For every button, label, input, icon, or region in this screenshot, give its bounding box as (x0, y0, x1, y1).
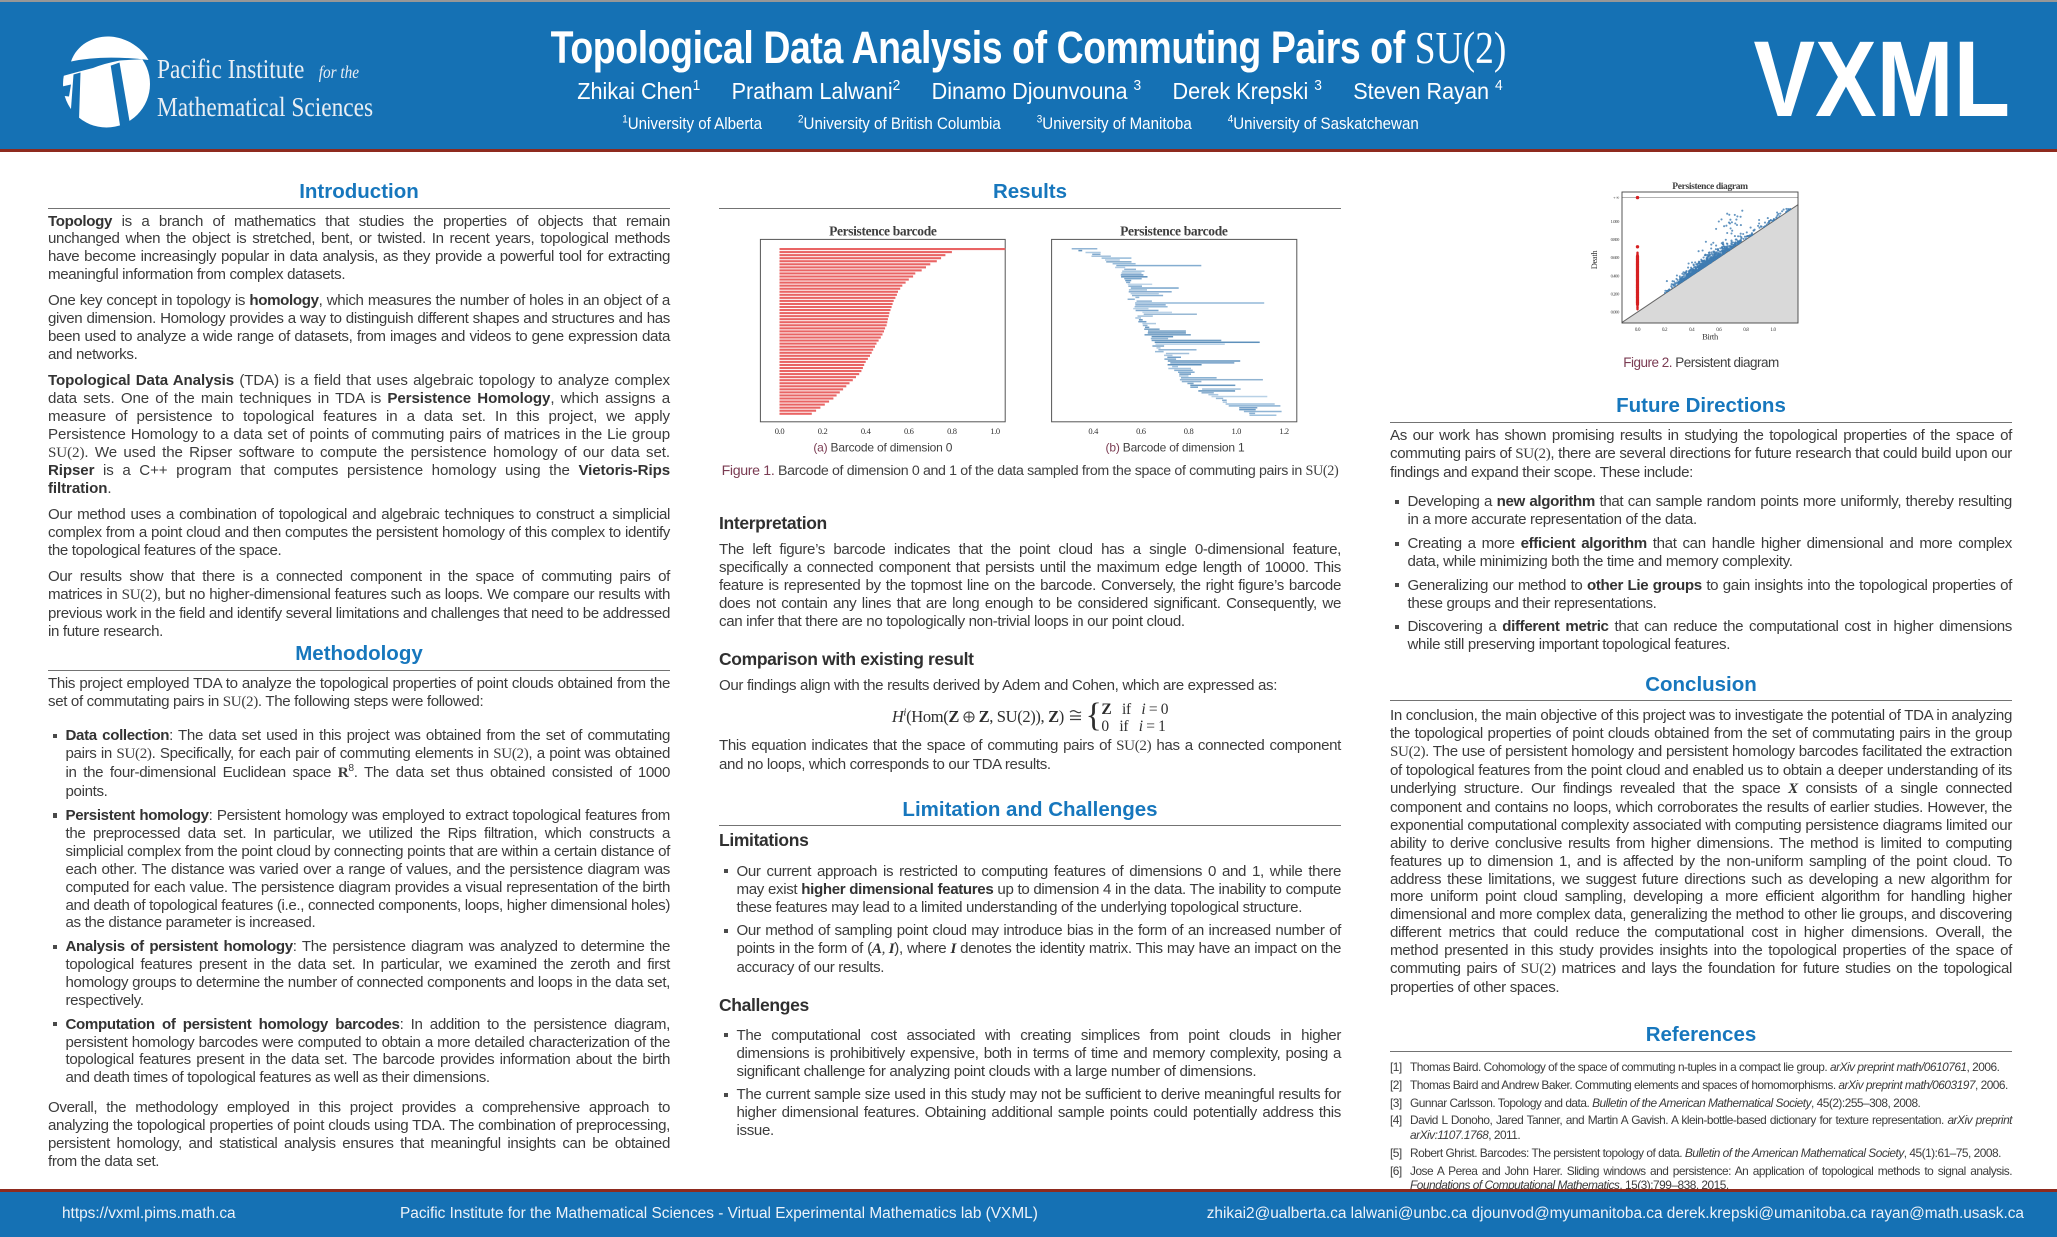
svg-text:0.0: 0.0 (1635, 328, 1641, 333)
svg-text:0.4: 0.4 (1088, 426, 1099, 436)
svg-text:0.0: 0.0 (775, 426, 785, 436)
svg-text:0.8: 0.8 (1743, 328, 1749, 333)
svg-text:0.4: 0.4 (1689, 328, 1695, 333)
svg-text:0.6: 0.6 (1136, 426, 1146, 436)
svg-text:1.000: 1.000 (1611, 219, 1620, 224)
svg-text:(a) Barcode of dimension 0: (a) Barcode of dimension 0 (813, 440, 952, 454)
svg-text:0.8: 0.8 (947, 426, 957, 436)
svg-text:Birth: Birth (1702, 332, 1719, 342)
svg-text:Persistence diagram: Persistence diagram (1672, 182, 1748, 192)
svg-text:Persistence barcode: Persistence barcode (1120, 223, 1228, 238)
svg-text:0.800: 0.800 (1611, 237, 1620, 242)
svg-text:Death: Death (1589, 250, 1599, 270)
svg-text:0.000: 0.000 (1611, 310, 1620, 315)
svg-text:0.400: 0.400 (1611, 273, 1620, 278)
svg-text:0.2: 0.2 (1662, 328, 1668, 333)
svg-text:0.4: 0.4 (861, 426, 872, 436)
svg-text:+ ∞: + ∞ (1613, 195, 1619, 200)
svg-text:1.2: 1.2 (1279, 426, 1289, 436)
svg-text:0.6: 0.6 (904, 426, 914, 436)
svg-text:1.0: 1.0 (990, 426, 1000, 436)
svg-text:(b) Barcode of dimension 1: (b) Barcode of dimension 1 (1106, 440, 1245, 454)
svg-text:0.8: 0.8 (1184, 426, 1194, 436)
svg-text:0.2: 0.2 (818, 426, 828, 436)
svg-text:1.0: 1.0 (1770, 328, 1776, 333)
svg-text:0.200: 0.200 (1611, 291, 1620, 296)
svg-text:Persistence barcode: Persistence barcode (829, 223, 937, 238)
svg-text:0.6: 0.6 (1716, 328, 1722, 333)
svg-text:1.0: 1.0 (1232, 426, 1242, 436)
svg-text:0.600: 0.600 (1611, 255, 1620, 260)
